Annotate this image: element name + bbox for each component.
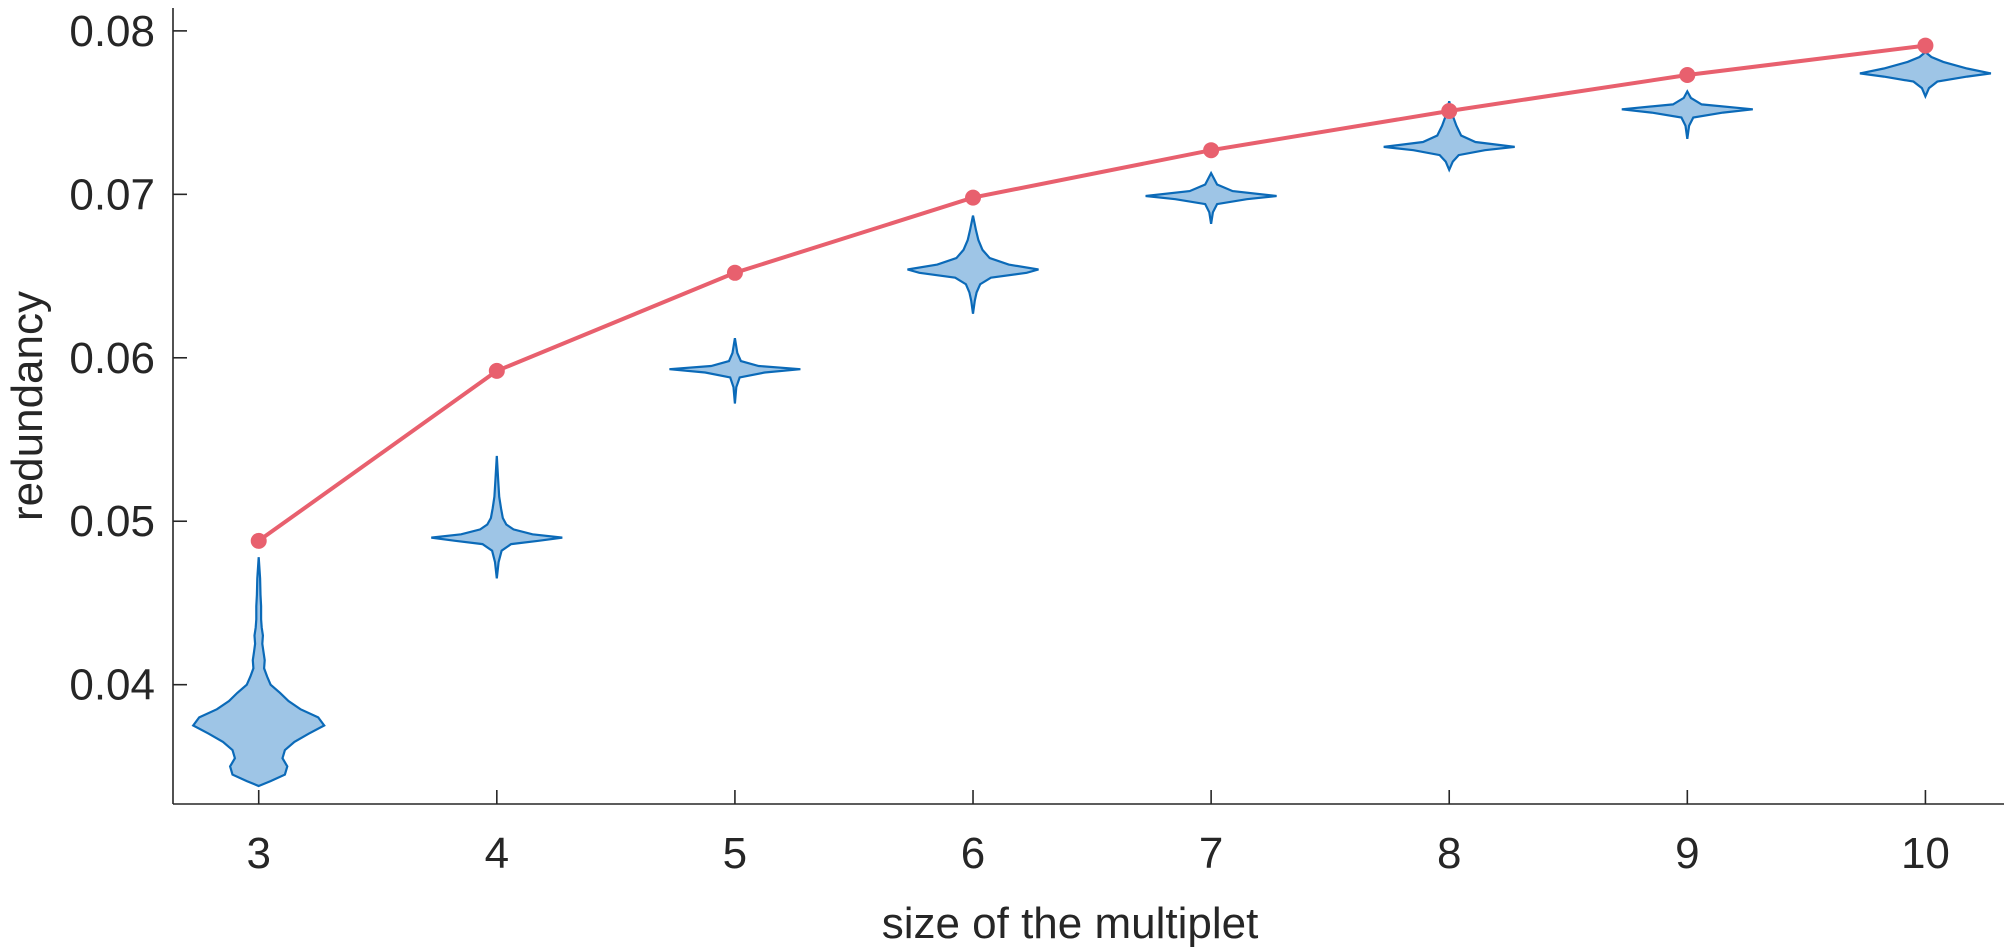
x-ticks: 3 4 5 6 7 8 9 10 [246,790,1950,878]
x-tick-label-6: 6 [961,829,985,878]
max-point-8 [1441,102,1458,119]
violin-3 [191,557,326,788]
max-point-10 [1917,37,1934,54]
x-tick-label-4: 4 [485,829,509,878]
x-tick-label-7: 7 [1199,829,1223,878]
x-tick-label-10: 10 [1901,829,1950,878]
y-tick-label-1: 0.05 [69,497,155,546]
y-tick-label-0: 0.04 [69,661,155,710]
violin-8 [1383,100,1515,173]
violin-group [191,50,1992,788]
x-tick-label-5: 5 [723,829,747,878]
axes: 3 4 5 6 7 8 9 10 0.04 0.05 0.06 0.07 0.08 size of t… [3,7,2004,948]
violin-4 [431,455,563,579]
violin-10 [1859,50,1992,100]
x-tick-label-8: 8 [1437,829,1461,878]
max-series-line [257,43,1926,543]
violin-7 [1145,170,1277,224]
y-axis-label: redundancy [3,291,52,521]
violin-9 [1621,89,1753,139]
max-point-3 [250,532,267,549]
max-point-9 [1679,67,1696,84]
max-point-6 [965,189,982,206]
y-tick-label-3: 0.07 [69,170,155,219]
y-tick-label-2: 0.06 [69,334,155,383]
x-axis-label: size of the multiplet [882,899,1259,948]
max-series [250,37,1934,549]
y-tick-label-4: 0.08 [69,7,155,56]
y-ticks: 0.04 0.05 0.06 0.07 0.08 [69,7,187,710]
x-tick-label-9: 9 [1675,829,1699,878]
x-tick-label-3: 3 [246,829,270,878]
violin-5 [669,338,801,404]
max-point-7 [1203,142,1220,159]
violin-6 [907,215,1039,314]
max-point-4 [488,362,505,379]
max-point-5 [726,264,743,281]
